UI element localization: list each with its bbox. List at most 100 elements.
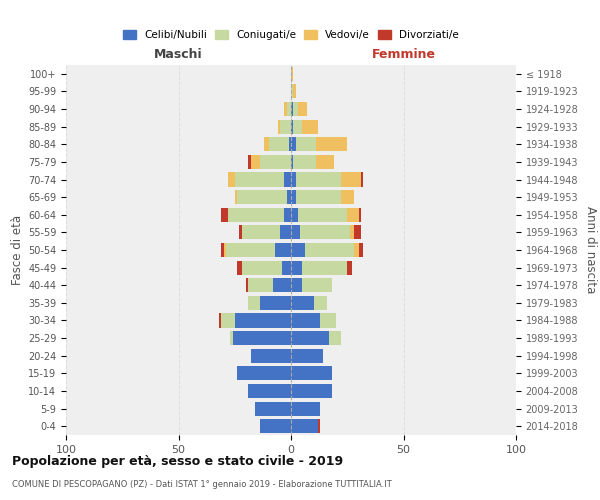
- Bar: [291, 243, 305, 257]
- Bar: [316, 155, 334, 169]
- Text: Popolazione per età, sesso e stato civile - 2019: Popolazione per età, sesso e stato civil…: [12, 455, 343, 468]
- Legend: Celibi/Nubili, Coniugati/e, Vedovi/e, Divorziati/e: Celibi/Nubili, Coniugati/e, Vedovi/e, Di…: [119, 26, 463, 44]
- Bar: [223, 243, 226, 257]
- Bar: [260, 419, 291, 433]
- Bar: [264, 137, 269, 152]
- Bar: [302, 120, 318, 134]
- Bar: [282, 260, 291, 274]
- Bar: [273, 278, 291, 292]
- Bar: [361, 172, 363, 186]
- Text: Maschi: Maschi: [154, 48, 203, 62]
- Bar: [349, 226, 354, 239]
- Bar: [248, 384, 291, 398]
- Bar: [347, 260, 352, 274]
- Bar: [230, 331, 233, 345]
- Bar: [354, 226, 361, 239]
- Bar: [248, 278, 273, 292]
- Bar: [291, 278, 302, 292]
- Bar: [269, 137, 289, 152]
- Bar: [302, 278, 331, 292]
- Bar: [277, 120, 280, 134]
- Bar: [291, 419, 318, 433]
- Bar: [251, 348, 291, 363]
- Bar: [293, 84, 296, 98]
- Bar: [341, 172, 361, 186]
- Bar: [237, 190, 287, 204]
- Bar: [300, 226, 349, 239]
- Bar: [291, 67, 293, 81]
- Bar: [329, 331, 341, 345]
- Bar: [293, 155, 316, 169]
- Bar: [235, 190, 237, 204]
- Bar: [293, 102, 298, 116]
- Bar: [287, 102, 291, 116]
- Bar: [314, 296, 327, 310]
- Bar: [237, 366, 291, 380]
- Bar: [248, 296, 260, 310]
- Bar: [221, 243, 223, 257]
- Bar: [291, 208, 298, 222]
- Bar: [320, 314, 336, 328]
- Bar: [241, 260, 282, 274]
- Bar: [291, 366, 331, 380]
- Bar: [359, 208, 361, 222]
- Bar: [298, 208, 347, 222]
- Bar: [298, 102, 307, 116]
- Bar: [219, 314, 221, 328]
- Bar: [347, 208, 359, 222]
- Bar: [235, 172, 284, 186]
- Bar: [291, 120, 293, 134]
- Bar: [291, 226, 300, 239]
- Bar: [291, 331, 329, 345]
- Bar: [235, 314, 291, 328]
- Bar: [260, 155, 291, 169]
- Bar: [291, 402, 320, 415]
- Bar: [287, 190, 291, 204]
- Bar: [280, 226, 291, 239]
- Y-axis label: Anni di nascita: Anni di nascita: [584, 206, 597, 294]
- Bar: [221, 208, 228, 222]
- Y-axis label: Fasce di età: Fasce di età: [11, 215, 24, 285]
- Bar: [241, 226, 280, 239]
- Bar: [284, 208, 291, 222]
- Bar: [226, 243, 275, 257]
- Bar: [293, 120, 302, 134]
- Bar: [296, 172, 341, 186]
- Bar: [341, 190, 354, 204]
- Bar: [318, 419, 320, 433]
- Bar: [291, 348, 323, 363]
- Bar: [246, 278, 248, 292]
- Bar: [291, 260, 302, 274]
- Text: COMUNE DI PESCOPAGANO (PZ) - Dati ISTAT 1° gennaio 2019 - Elaborazione TUTTITALI: COMUNE DI PESCOPAGANO (PZ) - Dati ISTAT …: [12, 480, 392, 489]
- Bar: [291, 84, 293, 98]
- Bar: [275, 243, 291, 257]
- Bar: [248, 155, 251, 169]
- Bar: [291, 172, 296, 186]
- Bar: [291, 155, 293, 169]
- Bar: [289, 137, 291, 152]
- Bar: [233, 331, 291, 345]
- Bar: [260, 296, 291, 310]
- Bar: [221, 314, 235, 328]
- Bar: [291, 190, 296, 204]
- Bar: [228, 172, 235, 186]
- Bar: [251, 155, 260, 169]
- Bar: [359, 243, 363, 257]
- Bar: [305, 243, 354, 257]
- Bar: [316, 137, 347, 152]
- Bar: [291, 384, 331, 398]
- Bar: [284, 172, 291, 186]
- Bar: [291, 137, 296, 152]
- Bar: [280, 120, 291, 134]
- Bar: [228, 208, 284, 222]
- Bar: [296, 137, 316, 152]
- Bar: [239, 226, 241, 239]
- Bar: [296, 190, 341, 204]
- Bar: [255, 402, 291, 415]
- Bar: [237, 260, 241, 274]
- Bar: [302, 260, 347, 274]
- Bar: [291, 102, 293, 116]
- Bar: [291, 314, 320, 328]
- Bar: [354, 243, 359, 257]
- Bar: [284, 102, 287, 116]
